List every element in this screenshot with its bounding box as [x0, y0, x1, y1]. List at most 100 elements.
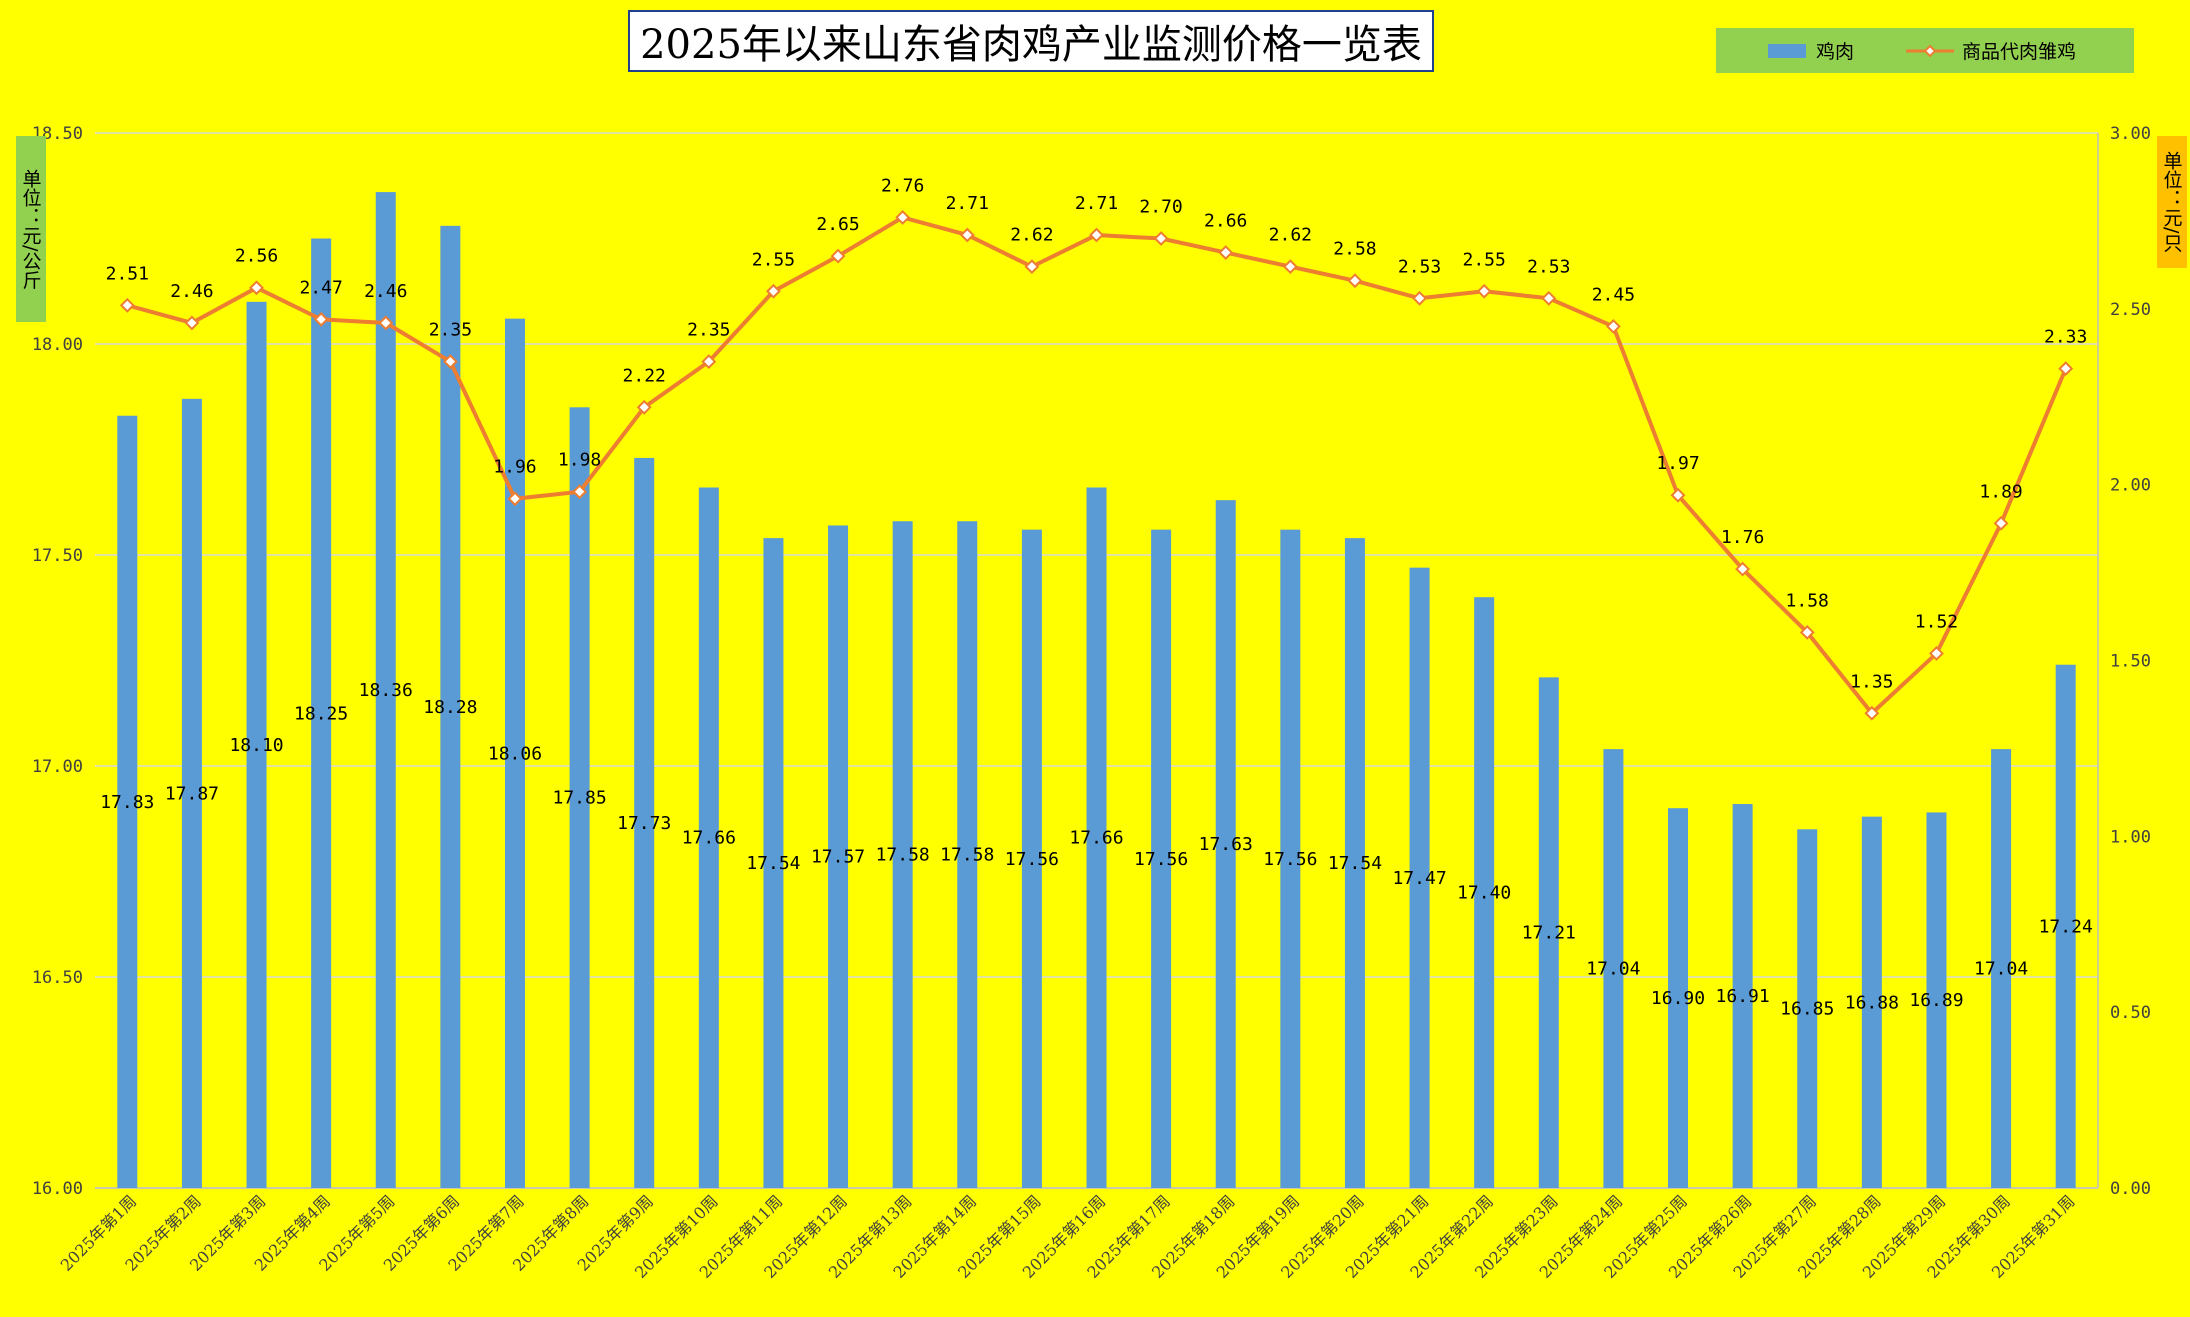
line-point-marker [1476, 283, 1492, 299]
bar-value-label: 17.54 [746, 853, 800, 874]
line-point-marker [1347, 273, 1363, 289]
bar [1603, 749, 1624, 1188]
legend-item-chicken-meat: 鸡肉 [1768, 37, 1854, 64]
bar [1086, 487, 1107, 1189]
line-point-marker [895, 209, 911, 225]
line-point-marker [959, 227, 975, 243]
bar [1021, 529, 1042, 1188]
left-axis-unit: 单位：元/公斤 [16, 136, 46, 322]
bar [117, 415, 138, 1188]
bar [1991, 749, 2012, 1188]
bar [440, 225, 461, 1189]
line-point-marker [1864, 705, 1880, 721]
line-value-label: 2.51 [106, 263, 149, 284]
right-tick-label: 2.00 [2110, 476, 2151, 496]
line-point-marker [1541, 290, 1557, 306]
line-point-marker [1670, 487, 1686, 503]
line-value-label: 1.97 [1656, 453, 1699, 474]
bar-value-label: 17.73 [617, 813, 671, 834]
bar [2055, 664, 2076, 1188]
bar-value-label: 17.83 [100, 792, 154, 813]
line-series [119, 209, 2074, 721]
bar [311, 238, 332, 1188]
line-value-label: 1.52 [1915, 611, 1958, 632]
line-point-marker [378, 315, 394, 331]
bar-value-label: 17.40 [1457, 883, 1511, 904]
line-point-marker [2058, 361, 2074, 377]
bar-value-label: 17.66 [682, 828, 736, 849]
line-point-marker [1282, 259, 1298, 275]
line-value-label: 2.70 [1139, 197, 1182, 218]
line-value-label: 2.66 [1204, 211, 1247, 232]
left-tick-label: 16.00 [32, 1179, 83, 1199]
bar [1732, 803, 1753, 1188]
left-tick-label: 16.50 [32, 968, 83, 988]
line-point-marker [1153, 231, 1169, 246]
line-value-label: 2.53 [1398, 256, 1441, 277]
bar [634, 457, 655, 1188]
legend-label-chick: 商品代肉雏鸡 [1962, 41, 2077, 63]
line-value-label: 2.71 [1075, 193, 1118, 214]
bar [1409, 567, 1430, 1188]
bar-value-label: 17.58 [940, 845, 994, 866]
bar [1280, 529, 1301, 1188]
line-point-marker [830, 248, 846, 264]
bar [1151, 529, 1172, 1188]
right-tick-label: 1.50 [2110, 652, 2151, 672]
bar [1474, 597, 1495, 1188]
bar [828, 525, 849, 1188]
bar-value-label: 18.06 [488, 743, 542, 764]
line-value-label: 2.62 [1010, 225, 1053, 246]
bar [957, 521, 978, 1188]
line-value-label: 1.58 [1786, 590, 1829, 611]
line-value-label: 2.53 [1527, 256, 1570, 277]
bar-value-label: 18.36 [359, 680, 413, 701]
line-point-marker [1605, 319, 1621, 334]
line-point-marker [1735, 561, 1751, 577]
line-value-label: 1.98 [558, 450, 601, 471]
bar [1668, 808, 1689, 1188]
bar-value-label: 16.89 [1909, 990, 1963, 1011]
line-value-label: 2.22 [623, 365, 666, 386]
bar-value-label: 17.04 [1974, 959, 2028, 980]
line-value-label: 2.46 [364, 281, 407, 302]
line-value-label: 1.89 [1979, 481, 2022, 502]
bar [181, 398, 202, 1188]
bar [569, 407, 590, 1188]
bar-value-label: 17.66 [1069, 828, 1123, 849]
bar-value-label: 18.10 [229, 735, 283, 756]
bar-value-label: 17.57 [811, 847, 865, 868]
line-value-label: 2.46 [170, 281, 213, 302]
line-point-marker [701, 354, 717, 369]
bar-value-label: 17.87 [165, 783, 219, 804]
legend-label-chicken-meat: 鸡肉 [1816, 41, 1855, 63]
right-axis-unit: 单位：元/只 [2157, 136, 2187, 268]
bar-value-label: 17.63 [1199, 834, 1253, 855]
bar-value-label: 17.54 [1328, 853, 1382, 874]
bar [698, 487, 719, 1189]
line-value-label: 2.62 [1269, 225, 1312, 246]
line-point-marker [1024, 259, 1040, 275]
bar [1538, 677, 1559, 1188]
bar [1215, 500, 1236, 1188]
bar [1926, 812, 1947, 1188]
line-point-marker [313, 311, 329, 327]
left-tick-label: 18.00 [32, 335, 83, 355]
line-value-label: 2.58 [1333, 239, 1376, 260]
line-point-marker [1089, 227, 1104, 243]
bar [1344, 538, 1365, 1188]
legend-bar-swatch [1768, 43, 1806, 58]
bar [375, 192, 396, 1188]
data-labels: 17.83 17.87 18.10 18.25 18.36 18.28 18.06 17.85… [100, 175, 2093, 1019]
line-value-label: 1.35 [1850, 671, 1893, 692]
right-tick-label: 1.00 [2110, 827, 2151, 847]
bar-value-label: 18.28 [423, 697, 477, 718]
bar-value-label: 17.85 [553, 788, 607, 809]
line-value-label: 2.35 [429, 320, 472, 341]
line-value-label: 2.65 [816, 214, 859, 235]
bar-series [117, 192, 2076, 1189]
line-point-marker [1799, 624, 1815, 640]
line-value-label: 2.35 [687, 320, 730, 341]
right-tick-label: 0.00 [2110, 1179, 2151, 1199]
